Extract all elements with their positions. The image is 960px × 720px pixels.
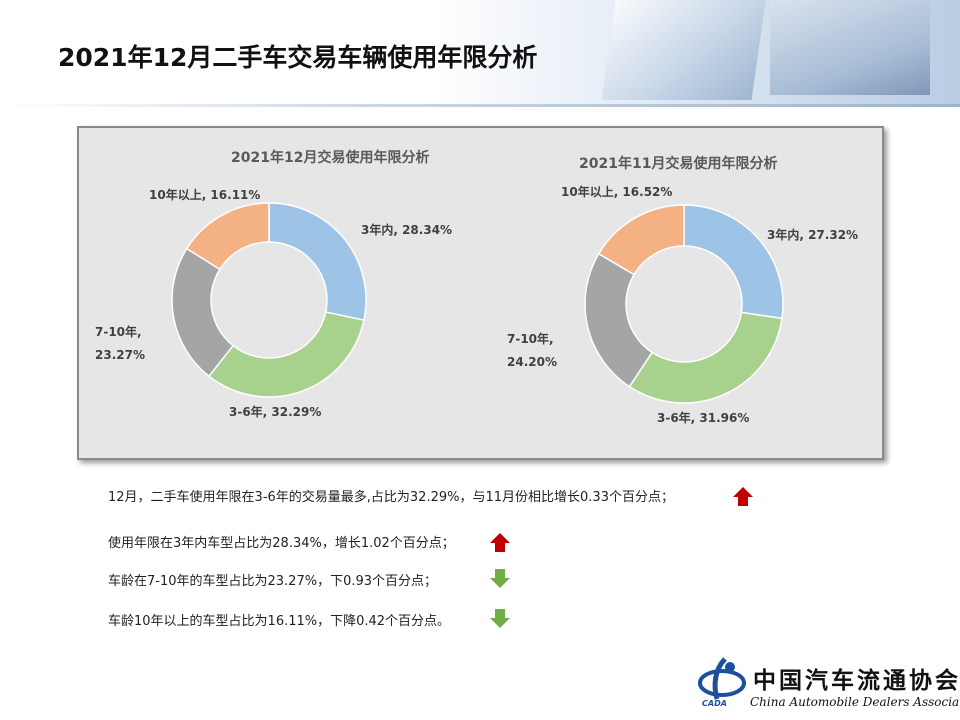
banner-cube-left [601,0,769,100]
data-label-3to6: 3-6年, 32.29% [229,404,321,419]
chart-panel: 2021年12月交易使用年限分析 3年内, 28.34% 3-6年, 32.29% 7… [77,126,884,460]
data-label-7to10: 7-10年, 23.27% [95,324,145,362]
page-title: 2021年12月二手车交易车辆使用年限分析 [58,43,538,72]
donut-slice-within3 [683,204,784,320]
header-divider [0,104,960,107]
arrow-up-icon [733,487,753,506]
arrow-up-icon [490,533,510,552]
arrow-down-icon [490,569,510,588]
logo-abbreviation: CADA [702,699,727,708]
donut-chart-dec: 2021年12月交易使用年限分析 3年内, 28.34% 3-6年, 32.29% 7… [95,149,452,419]
summary-text: 使用年限在3年内车型占比为28.34%，增长1.02个百分点； [108,536,455,551]
donut-slice-within3 [268,202,367,322]
logo-name-cn: 中国汽车流通协会 [753,667,960,694]
donut-slice-3to6 [207,311,365,398]
header-banner: 2021年12月二手车交易车辆使用年限分析 [0,0,960,104]
summary-text: 车龄在7-10年的车型占比为23.27%，下0.93个百分点； [108,574,438,589]
data-label-3to6: 3-6年, 31.96% [657,410,749,425]
cada-logo: CADA 中国汽车流通协会 China Automobile Dealers A… [695,655,960,715]
data-label-within3: 3年内, 27.32% [767,227,858,242]
donut-charts: 2021年12月交易使用年限分析 3年内, 28.34% 3-6年, 32.29% 7… [95,149,858,425]
logo-name-en: China Automobile Dealers Association [750,695,960,709]
donut-slice-over10 [185,202,270,271]
donut-slice-7to10 [171,247,235,378]
donut-chart-nov: 2021年11月交易使用年限分析 3年内, 27.32% 3-6年, 31.96% 7… [507,155,858,425]
banner-cube-right [770,0,930,95]
cada-emblem-icon [698,657,746,700]
summary-item-within3: 使用年限在3年内车型占比为28.34%，增长1.02个百分点； [108,532,455,551]
donut-slice-3to6 [628,311,783,404]
summary-item-over10: 车龄10年以上的车型占比为16.11%，下降0.42个百分点。 [108,610,450,629]
summary-text: 12月，二手车使用年限在3-6年的交易量最多,占比为32.29%，与11月份相比… [108,490,674,505]
arrow-down-icon [490,609,510,628]
summary-item-7-10: 车龄在7-10年的车型占比为23.27%，下0.93个百分点； [108,570,437,589]
donut-slice-over10 [597,204,685,276]
data-label-7to10: 7-10年, 24.20% [507,331,557,369]
summary-item-3-6: 12月，二手车使用年限在3-6年的交易量最多,占比为32.29%，与11月份相比… [108,486,674,505]
summary-text: 车龄10年以上的车型占比为16.11%，下降0.42个百分点。 [108,614,451,629]
chart-title: 2021年12月交易使用年限分析 [231,149,429,166]
donut-slice-7to10 [584,252,654,388]
data-label-over10: 10年以上, 16.52% [561,184,672,199]
data-label-over10: 10年以上, 16.11% [149,187,260,202]
chart-title: 2021年11月交易使用年限分析 [579,155,777,172]
data-label-within3: 3年内, 28.34% [361,222,452,237]
